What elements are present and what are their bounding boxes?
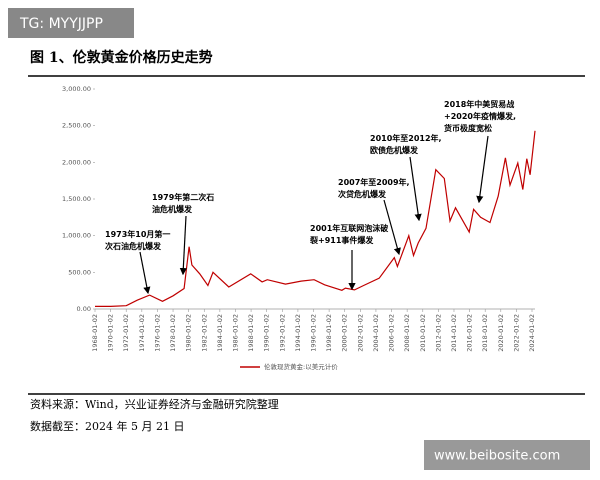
y-tick-label: 500.00 xyxy=(68,268,91,276)
x-tick-label: 2024-01-02 xyxy=(528,314,536,352)
x-tick-label: 1990-01-02 xyxy=(263,314,271,352)
y-tick-label: 1,500.00 xyxy=(62,195,91,203)
annotations: 1973年10月第一次石油危机爆发 1979年第二次石油危机爆发 2001年互联… xyxy=(105,99,516,295)
y-tick-label: 2,000.00 xyxy=(62,158,91,166)
x-tick-label: 2006-01-02 xyxy=(388,314,396,352)
annotation: 1979年第二次石油危机爆发 xyxy=(152,192,214,214)
x-tick-label: 1996-01-02 xyxy=(310,314,318,352)
annotation: 2007年至2009年,次贷危机爆发 xyxy=(338,177,410,199)
x-tick-label: 2008-01-02 xyxy=(403,314,411,352)
y-tick-label: 0.00 xyxy=(77,305,91,313)
arrow xyxy=(409,156,422,222)
x-tick-label: 2012-01-02 xyxy=(434,314,442,352)
x-tick-label: 2018-01-02 xyxy=(481,314,489,352)
x-tick-label: 1994-01-02 xyxy=(294,314,302,352)
x-tick-label: 2020-01-02 xyxy=(497,314,505,352)
watermark-box xyxy=(424,440,590,470)
arrow xyxy=(139,251,151,295)
annotation: 2001年互联网泡沫破裂+911事件爆发 xyxy=(309,223,388,245)
x-tick-label: 2002-01-02 xyxy=(356,314,364,352)
x-tick-label: 2000-01-02 xyxy=(341,314,349,352)
x-tick-label: 2010-01-02 xyxy=(419,314,427,352)
x-tick-label: 1998-01-02 xyxy=(325,314,333,352)
arrow xyxy=(179,215,187,276)
arrow xyxy=(383,199,401,256)
x-tick-label: 2022-01-02 xyxy=(512,314,520,352)
chart-title: 图 1、伦敦黄金价格历史走势 xyxy=(30,49,213,66)
price-line xyxy=(95,130,536,307)
data-date: 数据截至：2024 年 5 月 21 日 xyxy=(30,419,184,433)
watermark: TG: MYYJJPP xyxy=(19,16,103,32)
x-tick-label: 1978-01-02 xyxy=(169,314,177,352)
y-tick-label: 1,000.00 xyxy=(62,232,91,240)
x-tick-label: 1968-01-02 xyxy=(91,314,99,352)
x-tick-label: 1984-01-02 xyxy=(216,314,224,352)
annotation: 2010年至2012年,欧债危机爆发 xyxy=(370,133,442,155)
x-tick-label: 1970-01-02 xyxy=(107,314,115,352)
x-tick-label: 1972-01-02 xyxy=(122,314,130,352)
watermark-site: www.beibosite.com xyxy=(434,449,560,464)
legend-label: 伦敦现货黄金:以美元计价 xyxy=(264,362,338,371)
y-tick-label: 3,000.00 xyxy=(62,85,91,93)
x-tick-label: 2004-01-02 xyxy=(372,314,380,352)
x-tick-label: 1992-01-02 xyxy=(278,314,286,352)
x-tick-label: 2016-01-02 xyxy=(466,314,474,352)
x-tick-label: 1982-01-02 xyxy=(200,314,208,352)
arrow xyxy=(476,135,489,204)
annotation: 1973年10月第一次石油危机爆发 xyxy=(105,229,170,251)
annotation: 2018年中美贸易战+2020年疫情爆发,货币极度宽松 xyxy=(443,99,516,133)
x-tick-label: 1976-01-02 xyxy=(153,314,161,352)
x-tick-label: 1974-01-02 xyxy=(138,314,146,352)
source: 资料来源：Wind，兴业证券经济与金融研究院整理 xyxy=(30,397,279,411)
x-tick-label: 1988-01-02 xyxy=(247,314,255,352)
watermark-box xyxy=(8,8,134,38)
y-tick-label: 2,500.00 xyxy=(62,122,91,130)
x-tick-label: 1980-01-02 xyxy=(185,314,193,352)
x-tick-label: 1986-01-02 xyxy=(231,314,239,352)
x-tick-label: 2014-01-02 xyxy=(450,314,458,352)
